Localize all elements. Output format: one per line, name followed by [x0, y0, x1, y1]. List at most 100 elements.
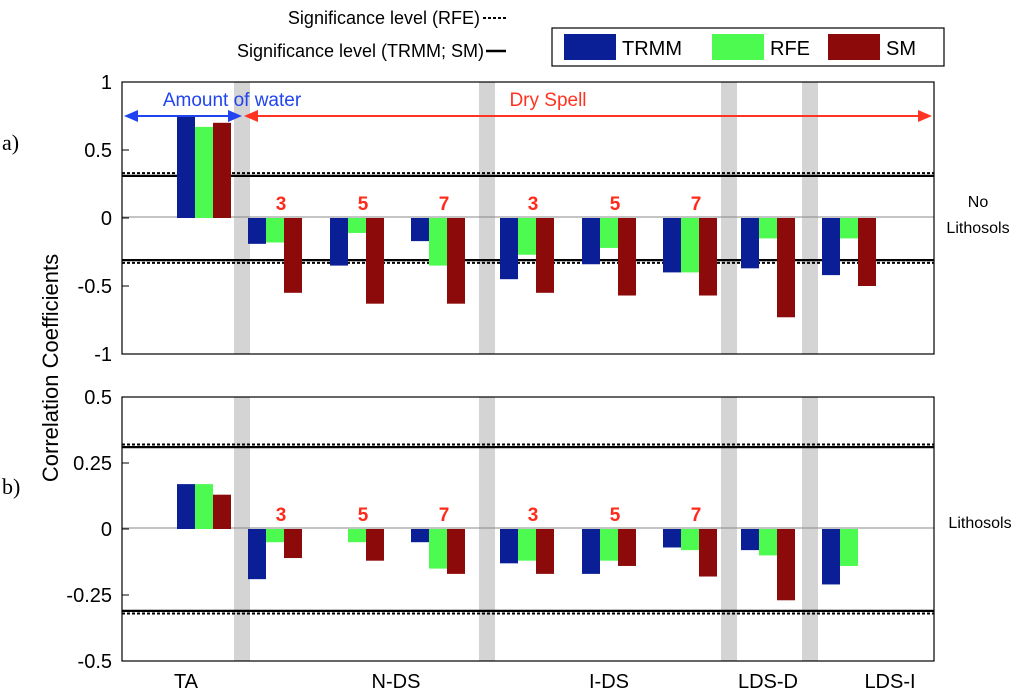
panel-a-y-tick-label: 0.5: [84, 140, 112, 162]
panel-b-bar-label: 5: [610, 505, 621, 526]
panel-a-bar-sm: [699, 218, 717, 296]
panel-b-separator: [802, 397, 818, 661]
panel-b-y-tick-label: -0.5: [78, 651, 112, 673]
panel-a-y-tick-label: -1: [94, 344, 112, 366]
panel-a-bar-trmm: [411, 218, 429, 242]
panel-a-bar-trmm: [663, 218, 681, 273]
panel-a-bar-label: 7: [691, 194, 702, 215]
panel-b-bar-sm: [213, 494, 231, 529]
panel-b-separator: [234, 397, 250, 661]
legend-swatch-rfe: [712, 34, 764, 60]
x-group-label: LDS-D: [738, 671, 798, 693]
panel-b-bar-trmm: [582, 529, 600, 574]
panel-b-bar-label: 7: [691, 505, 702, 526]
panel-b-bar-rfe: [429, 529, 447, 569]
panel-a-bar-rfe: [195, 126, 213, 218]
panel-b-bar-rfe: [600, 529, 618, 561]
side-label-a-line1: No: [968, 194, 989, 211]
dry-spell-arrowhead-left: [244, 110, 258, 122]
panel-b-y-tick-label: -0.25: [66, 585, 112, 607]
panel-a-bar-sm: [284, 218, 302, 293]
y-axis-label: Correlation Coefficients: [38, 254, 63, 482]
x-group-labels: TA N-DS I-DS LDS-D LDS-I: [174, 671, 916, 693]
panel-a-y-tick-label: -0.5: [78, 276, 112, 298]
legend: TRMM RFE SM: [551, 27, 945, 67]
panel-label-a: a): [2, 130, 19, 155]
panel-a-bar-sm: [366, 218, 384, 304]
panel-a-bar-label: 7: [439, 194, 450, 215]
panel-a-bar-rfe: [348, 218, 366, 233]
panel-b-bar-rfe: [681, 529, 699, 551]
panel-a-bar-rfe: [518, 218, 536, 255]
panel-b-bar-sm: [618, 529, 636, 566]
panel-a-y-tick-label: 1: [101, 72, 112, 94]
panel-a-bar-trmm: [822, 218, 840, 276]
amount-of-water-arrowhead-right: [228, 110, 242, 122]
panel-b-bar-trmm: [822, 529, 840, 585]
panel-b-bar-trmm: [741, 529, 759, 551]
panel-a-separator: [479, 82, 495, 354]
legend-swatch-trmm: [564, 34, 616, 60]
panel-a-bar-rfe: [681, 218, 699, 273]
panel-b-separator: [721, 397, 737, 661]
panel-a-separator: [721, 82, 737, 354]
legend-swatch-sm: [828, 34, 880, 60]
panel-b-y-tick-label: 0.5: [84, 387, 112, 409]
panel-b-bar-label: 5: [358, 505, 369, 526]
x-group-label: N-DS: [372, 671, 421, 693]
panel-b-bar-rfe: [266, 529, 284, 543]
panel-b-frame: [121, 396, 935, 662]
panel-a-bar-rfe: [429, 218, 447, 266]
panel-a-bar-trmm: [582, 218, 600, 265]
panel-a-bar-rfe: [600, 218, 618, 248]
panel-b-bar-trmm: [248, 529, 266, 580]
x-group-label: LDS-I: [864, 671, 915, 693]
panel-a-y-tick-label: 0: [101, 208, 112, 230]
panel-a-bar-rfe: [840, 218, 858, 239]
x-group-label: TA: [174, 671, 199, 693]
side-label-b: Lithosols: [948, 515, 1011, 532]
amount-of-water-arrowhead-left: [124, 110, 138, 122]
legend-label-sm: SM: [886, 38, 916, 60]
panel-a-bar-label: 3: [528, 194, 539, 215]
panel-b-y-tick-label: 0.25: [73, 453, 112, 475]
panel-a-bar-sm: [777, 218, 795, 318]
panel-a-separator: [234, 82, 250, 354]
panel-a-bar-label: 3: [276, 194, 287, 215]
legend-label-trmm: TRMM: [622, 38, 682, 60]
panel-a-bar-trmm: [500, 218, 518, 280]
legend-label-rfe: RFE: [770, 38, 810, 60]
panel-b-bar-label: 3: [528, 505, 539, 526]
panel-a-bar-sm: [858, 218, 876, 286]
panel-b-bar-sm: [777, 529, 795, 601]
panel-b-bar-sm: [366, 529, 384, 561]
panel-a-bar-sm: [447, 218, 465, 304]
x-group-label: I-DS: [589, 671, 629, 693]
panel-a-bar-label: 5: [358, 194, 369, 215]
panel-b-bar-trmm: [663, 529, 681, 548]
panel-b-separator: [479, 397, 495, 661]
panel-b-bar-rfe: [759, 529, 777, 556]
panel-b-bar-rfe: [348, 529, 366, 543]
panel-b-bar-rfe: [518, 529, 536, 561]
panel-a-bar-trmm: [330, 218, 348, 266]
panel-a-bar-sm: [213, 122, 231, 218]
significance-legend-rfe: Significance level (RFE): [288, 8, 480, 28]
panel-a-bar-trmm: [248, 218, 266, 244]
panel-b-plot: 3 5 7 3 5 7 -0.5 -0.25 0 0.25 0.5: [66, 387, 935, 673]
panel-b-bar-sm: [699, 529, 717, 577]
panel-a-bar-rfe: [759, 218, 777, 239]
panel-b-bar-sm: [284, 529, 302, 559]
panel-a-bar-trmm: [741, 218, 759, 269]
panel-b-bar-label: 7: [439, 505, 450, 526]
panel-b-bar-sm: [447, 529, 465, 574]
panel-a-plot: 3 5 7 3 5 7 Amount of water Dry Spell -1 -0.5 0…: [78, 72, 935, 366]
panel-b-bar-label: 3: [276, 505, 287, 526]
side-label-a-line2: Lithosols: [946, 220, 1009, 237]
panel-a-annotation-arrows: Amount of water Dry Spell: [124, 90, 932, 122]
panel-b-bar-trmm: [177, 484, 195, 529]
panel-a-bar-label: 5: [610, 194, 621, 215]
panel-b-bar-rfe: [195, 484, 213, 529]
panel-b-bar-rfe: [840, 529, 858, 566]
